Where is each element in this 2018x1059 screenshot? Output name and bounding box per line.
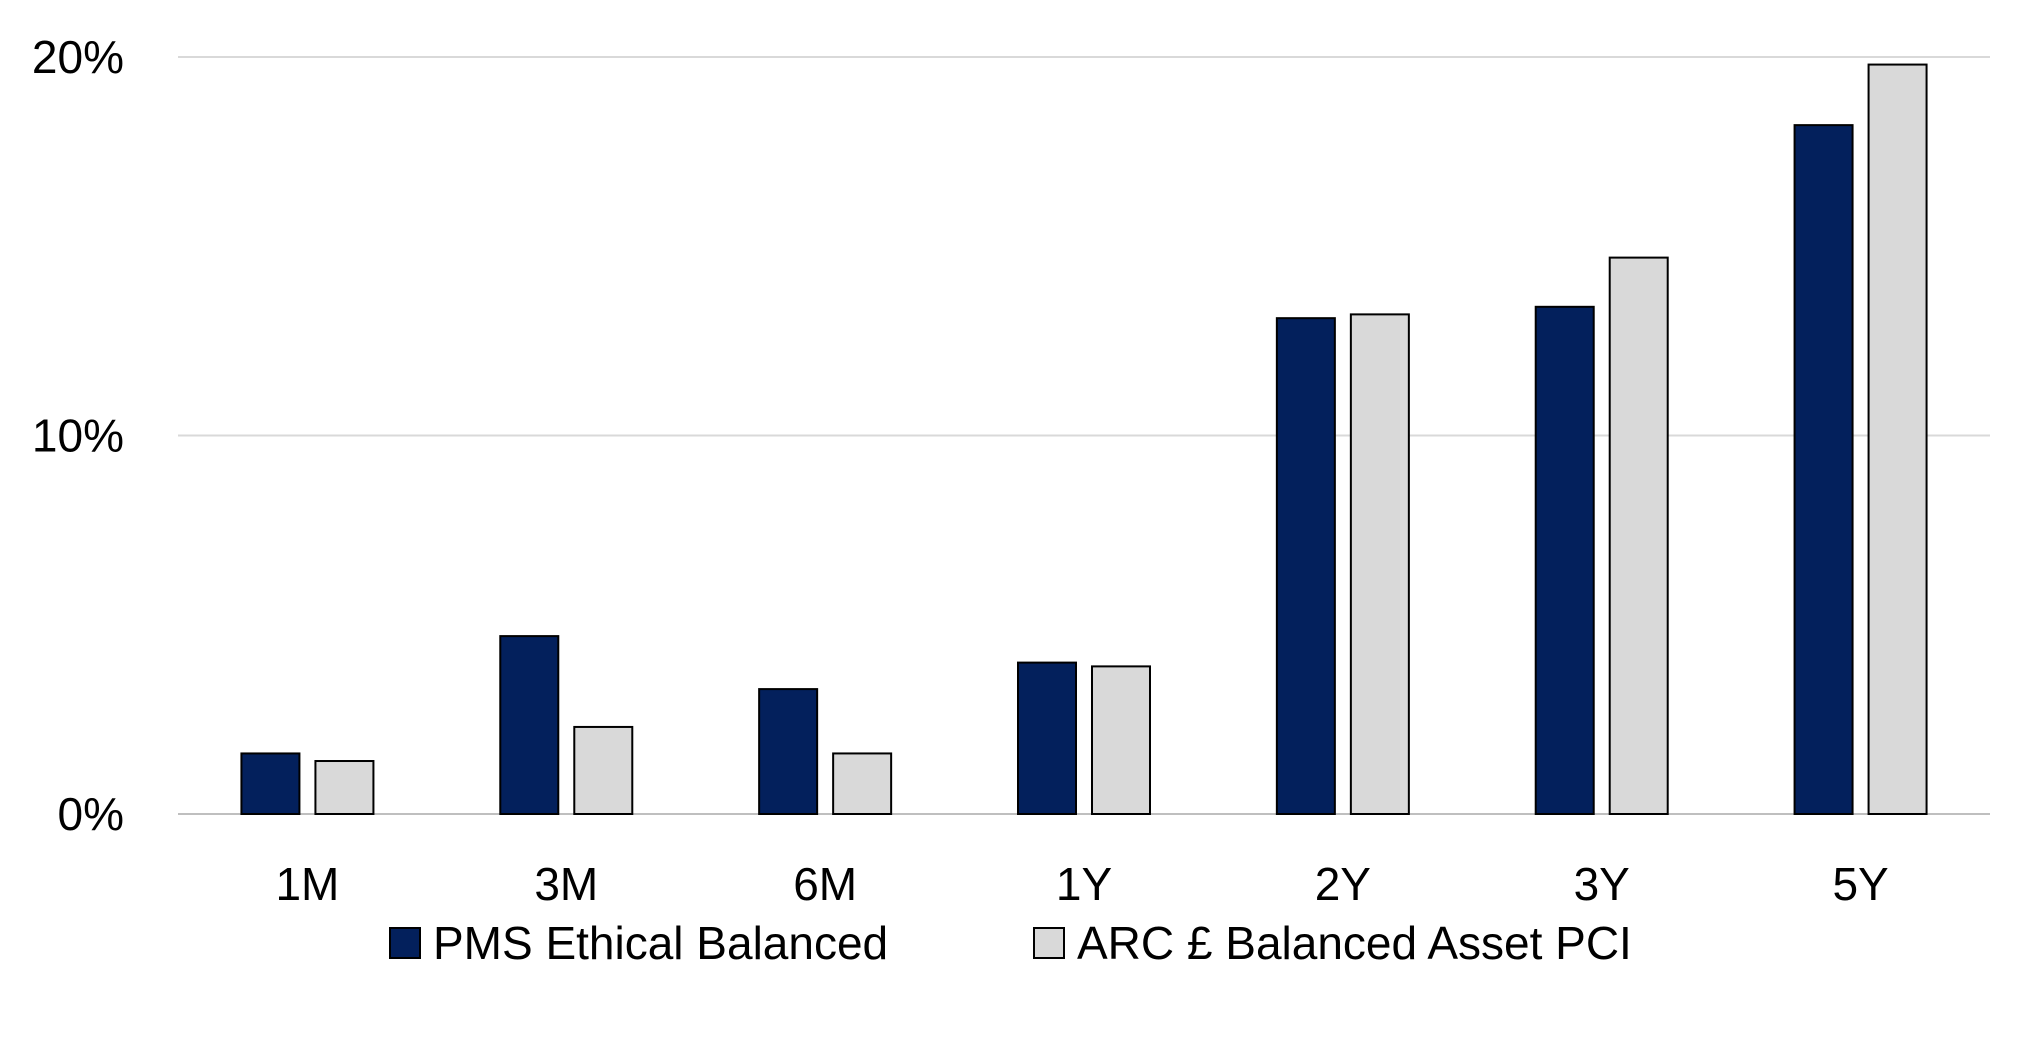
x-tick-label: 1M (275, 858, 339, 910)
bar-arc-balanced-asset-pci (1349, 313, 1410, 815)
bar-arc-balanced-asset-pci (573, 725, 634, 816)
bar-arc-balanced-asset-pci (1867, 63, 1928, 815)
legend-swatch (389, 927, 421, 959)
bar-pms-ethical-balanced (1017, 661, 1077, 815)
legend-swatch (1033, 927, 1065, 959)
bar-pms-ethical-balanced (499, 635, 560, 815)
legend-label: PMS Ethical Balanced (433, 917, 888, 969)
bar-pms-ethical-balanced (758, 688, 819, 815)
bar-pms-ethical-balanced (1275, 317, 1336, 815)
bar-pms-ethical-balanced (1534, 305, 1595, 815)
bar-arc-balanced-asset-pci (1091, 665, 1151, 816)
x-tick-label: 2Y (1315, 858, 1371, 910)
x-tick-label: 6M (793, 858, 857, 910)
bars (240, 63, 1928, 816)
y-axis: 0% 10% 20% (32, 31, 124, 840)
bar-arc-balanced-asset-pci (832, 752, 893, 816)
y-tick-label: 20% (32, 31, 124, 83)
bar-pms-ethical-balanced (1793, 124, 1854, 815)
gridlines (178, 56, 1990, 815)
legend-label: ARC £ Balanced Asset PCI (1077, 917, 1632, 969)
y-tick-label: 0% (58, 788, 124, 840)
x-tick-label: 3M (534, 858, 598, 910)
bar-arc-balanced-asset-pci (314, 760, 375, 816)
y-tick-label: 10% (32, 410, 124, 462)
x-tick-label: 1Y (1056, 858, 1112, 910)
x-tick-label: 5Y (1832, 858, 1888, 910)
bar-pms-ethical-balanced (240, 752, 301, 816)
x-tick-label: 3Y (1574, 858, 1630, 910)
x-axis: 1M 3M 6M 1Y 2Y 3Y 5Y (275, 858, 1888, 910)
legend: PMS Ethical Balanced ARC £ Balanced Asset… (389, 917, 1632, 969)
bar-arc-balanced-asset-pci (1608, 256, 1669, 816)
